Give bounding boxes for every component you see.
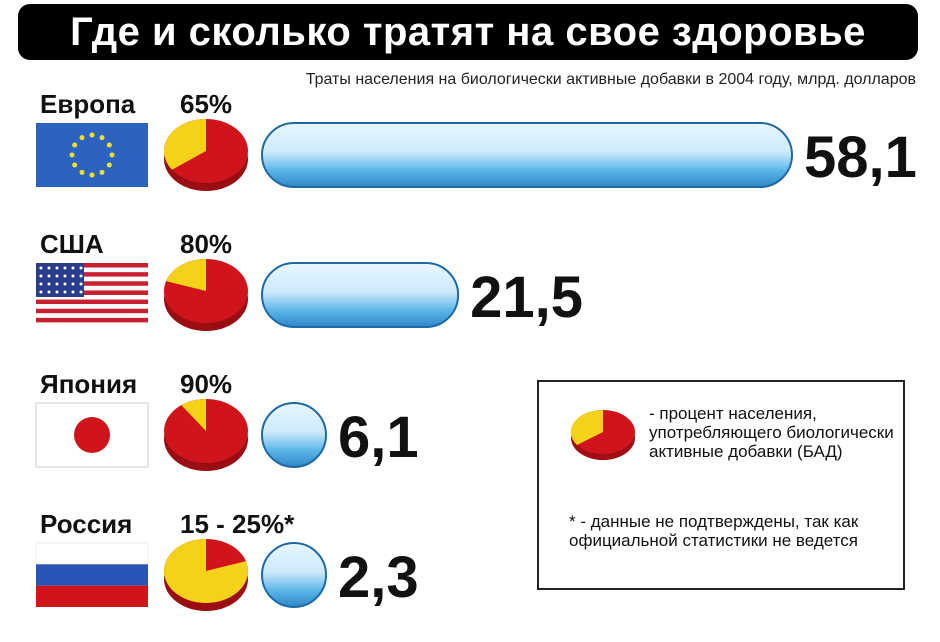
- legend-pie-icon: [570, 409, 635, 460]
- eu-flag-icon: [36, 123, 148, 187]
- legend-box: - процент населения, употребляющего биол…: [537, 380, 905, 590]
- value-label: 58,1: [804, 125, 917, 190]
- value-label: 6,1: [338, 405, 419, 470]
- percent-label: 80%: [180, 229, 232, 259]
- country-label: Европа: [40, 89, 136, 119]
- country-label: Россия: [40, 509, 132, 539]
- percent-label: 15 - 25%*: [180, 509, 295, 539]
- percent-label: 65%: [180, 89, 232, 119]
- country-label: США: [40, 229, 104, 259]
- chart-title: Где и сколько тратят на свое здоровье: [70, 10, 866, 54]
- chart-subtitle: Траты населения на биологически активные…: [305, 71, 916, 88]
- pie-1: [164, 259, 248, 331]
- japan-flag-icon: [35, 402, 149, 468]
- pie-2: [164, 399, 248, 471]
- pie-0: [164, 119, 248, 191]
- pie-3: [163, 539, 248, 611]
- country-label: Япония: [40, 369, 137, 399]
- pie-yellow-slice: [164, 119, 206, 170]
- value-bar: [261, 542, 327, 608]
- title-bar: Где и сколько тратят на свое здоровье: [18, 4, 918, 60]
- pie-yellow-slice: [181, 399, 206, 431]
- legend-footnote: * - данные не подтверждены, так как офиц…: [569, 512, 859, 550]
- value-bar: [261, 262, 460, 328]
- percent-label: 90%: [180, 369, 232, 399]
- russia-flag-icon: [35, 542, 149, 607]
- value-label: 2,3: [338, 545, 419, 610]
- value-bar: [261, 122, 793, 188]
- value-label: 21,5: [470, 265, 583, 330]
- legend-pie-description: - процент населения, употребляющего биол…: [649, 404, 894, 461]
- pie-yellow-slice: [163, 539, 248, 603]
- value-bar: [261, 402, 327, 468]
- pie-yellow-slice: [166, 259, 206, 291]
- usa-flag-icon: [36, 263, 148, 327]
